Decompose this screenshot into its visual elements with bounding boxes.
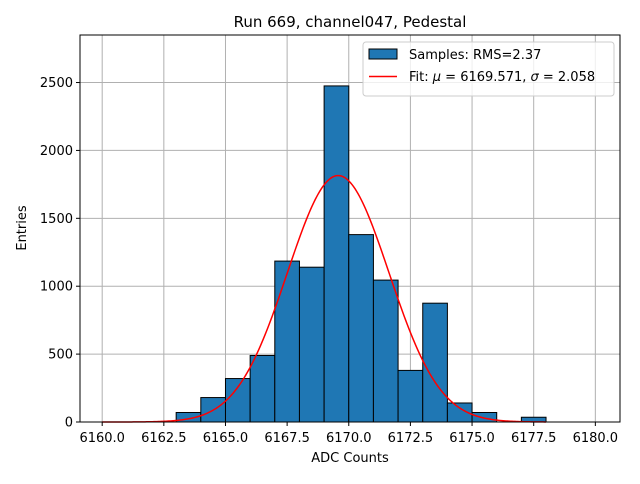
x-tick-label: 6160.0	[79, 431, 125, 446]
histogram-bar	[372, 279, 399, 423]
histogram-bar	[224, 378, 251, 423]
histogram-bar	[471, 411, 498, 423]
legend-samples-swatch	[368, 48, 398, 60]
histogram-bar	[298, 266, 325, 423]
histogram-bars	[175, 85, 547, 423]
histogram-bar	[249, 354, 276, 423]
histogram-bar	[422, 302, 448, 423]
legend-samples-label: Samples: RMS=2.37	[409, 48, 541, 63]
y-tick-label: 2500	[40, 76, 73, 91]
plot-frame	[79, 34, 621, 423]
legend-box	[362, 41, 615, 97]
histogram-bar	[397, 369, 424, 423]
y-axis-label: Entries	[15, 205, 30, 251]
x-tick-label: 6167.5	[264, 431, 310, 446]
y-tick-label: 2000	[40, 144, 73, 159]
x-tick-label: 6170.0	[326, 431, 372, 446]
y-tick-label: 1000	[40, 280, 73, 295]
legend-fit-label: Fit: μ = 6169.571, σ = 2.058	[409, 70, 595, 85]
x-axis-label: ADC Counts	[311, 451, 389, 466]
x-axis-ticks: 6160.0 6162.5 6165.0 6167.5 6170.0 6172.5 6175…	[79, 422, 618, 446]
y-axis-ticks: 0 500 1000 1500 2000 2500	[40, 76, 80, 431]
histogram-bar	[348, 234, 374, 423]
y-tick-label: 500	[48, 348, 73, 363]
fit-curve-group	[102, 174, 547, 423]
y-tick-label: 1500	[40, 212, 73, 227]
x-tick-label: 6162.5	[141, 431, 187, 446]
y-tick-label: 0	[65, 416, 73, 431]
x-tick-label: 6177.5	[511, 431, 557, 446]
x-tick-label: 6175.0	[449, 431, 495, 446]
histogram-bar	[323, 85, 350, 423]
x-tick-label: 6180.0	[573, 431, 619, 446]
x-tick-label: 6165.0	[203, 431, 249, 446]
histogram-bar	[274, 260, 300, 423]
gaussian-fit-line	[102, 174, 547, 423]
chart-title: Run 669, channel047, Pedestal	[234, 13, 467, 31]
legend: Samples: RMS=2.37 Fit: μ = 6169.571, σ =…	[362, 41, 615, 97]
x-tick-label: 6172.5	[388, 431, 434, 446]
